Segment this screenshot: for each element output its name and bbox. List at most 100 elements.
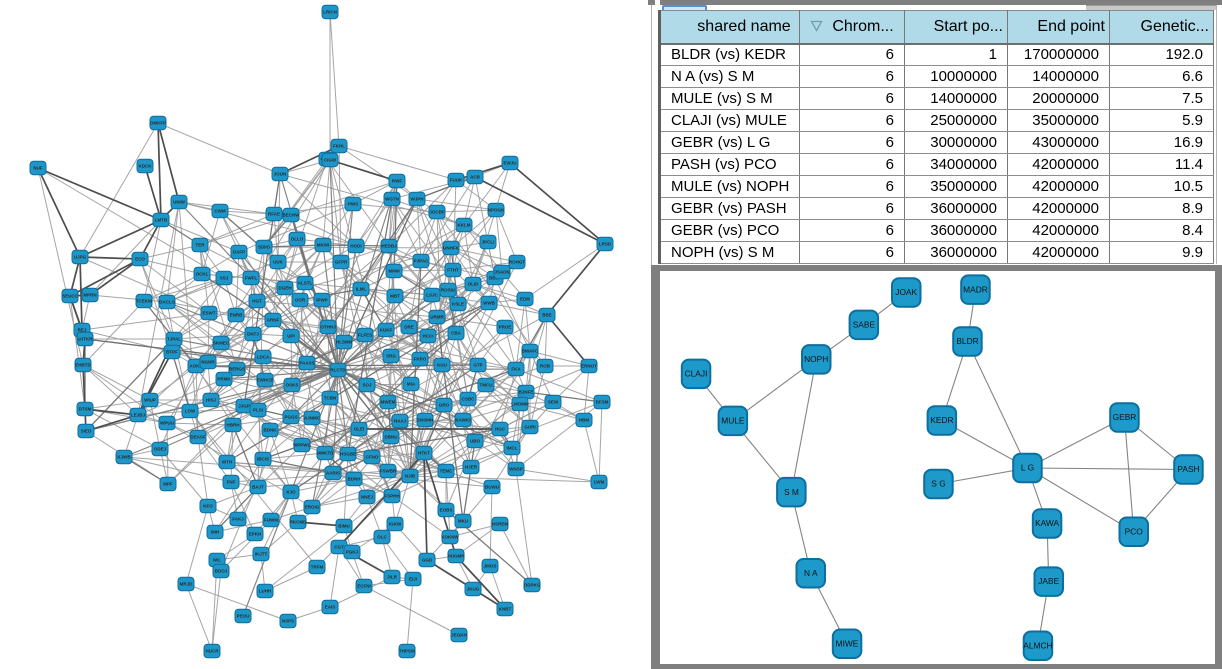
svg-text:OLLO: OLLO <box>291 237 304 242</box>
svg-text:WWB: WWB <box>483 301 495 306</box>
svg-text:OCKL: OCKL <box>196 272 209 277</box>
svg-text:CBA: CBA <box>451 331 461 336</box>
svg-text:FLFES: FLFES <box>358 333 372 338</box>
svg-text:BWAFC: BWAFC <box>522 349 539 354</box>
svg-text:HBRH: HBRH <box>227 423 240 428</box>
svg-text:SABE: SABE <box>853 320 876 330</box>
svg-text:ARNF: ARNF <box>267 318 280 323</box>
svg-text:DACLS: DACLS <box>159 300 175 305</box>
svg-text:FKHL: FKHL <box>333 144 345 149</box>
svg-text:JEGKH: JEGKH <box>451 633 467 638</box>
svg-text:SKMEC: SKMEC <box>213 341 230 346</box>
svg-text:SSJ: SSJ <box>220 276 229 281</box>
svg-text:DGEH: DGEH <box>278 286 291 291</box>
svg-text:GGD: GGD <box>422 558 433 563</box>
svg-text:ILML: ILML <box>356 287 367 292</box>
svg-text:TER: TER <box>196 243 206 248</box>
svg-text:KFO: KFO <box>203 504 213 509</box>
svg-text:CIGW: CIGW <box>324 158 337 163</box>
svg-text:NPOGK: NPOGK <box>488 208 505 213</box>
svg-text:MWEM: MWEM <box>381 400 396 405</box>
svg-text:ECFNI: ECFNI <box>357 584 371 589</box>
svg-text:PROE: PROE <box>499 325 512 330</box>
svg-text:AJNMC: AJNMC <box>304 416 321 421</box>
svg-text:AOKN: AOKN <box>189 364 202 369</box>
svg-text:DFSM: DFSM <box>596 400 609 405</box>
svg-text:LMTB: LMTB <box>155 218 168 223</box>
svg-text:MIA: MIA <box>407 382 416 387</box>
svg-text:JJGP: JJGP <box>238 404 250 409</box>
svg-text:BJNFE: BJNFE <box>519 390 534 395</box>
svg-text:HGT: HGT <box>252 299 262 304</box>
svg-text:LEJBJ: LEJBJ <box>131 413 146 418</box>
svg-text:JSADN: JSADN <box>494 270 509 275</box>
svg-text:UJTKR: UJTKR <box>77 337 93 342</box>
svg-text:ERNOT: ERNOT <box>581 364 597 369</box>
svg-text:PASH: PASH <box>1177 464 1199 474</box>
svg-text:NSREM: NSREM <box>492 522 509 527</box>
svg-text:SEW: SEW <box>548 400 559 405</box>
svg-text:PRMK: PRMK <box>217 377 231 382</box>
svg-text:HGC: HGC <box>495 427 506 432</box>
svg-text:UUK: UUK <box>273 260 283 265</box>
svg-text:HBM: HBM <box>579 418 589 423</box>
svg-text:KKLM: KKLM <box>458 223 471 228</box>
svg-text:EOBS: EOBS <box>440 508 453 513</box>
svg-text:PEOU: PEOU <box>237 614 250 619</box>
svg-text:IGKW: IGKW <box>389 522 402 527</box>
svg-text:JKUG: JKUG <box>467 587 480 592</box>
svg-text:CSBC: CSBC <box>462 397 476 402</box>
svg-text:BERGS: BERGS <box>229 367 245 372</box>
svg-text:TMCU: TMCU <box>480 383 493 388</box>
svg-text:HAAJ: HAAJ <box>394 419 407 424</box>
svg-text:UJPG: UJPG <box>74 255 87 260</box>
svg-text:WTH: WTH <box>222 460 232 465</box>
svg-text:WGTN: WGTN <box>385 197 399 202</box>
svg-text:KUKF: KUKF <box>380 328 393 333</box>
svg-text:PLSI: PLSI <box>253 408 263 413</box>
svg-text:TRFM: TRFM <box>311 565 324 570</box>
svg-text:OOR: OOR <box>295 298 306 303</box>
svg-text:JOAK: JOAK <box>895 287 917 297</box>
svg-text:BDOJ: BDOJ <box>215 569 228 574</box>
svg-text:MPRN: MPRN <box>83 293 96 298</box>
svg-text:JABE: JABE <box>1038 576 1059 586</box>
svg-text:CLAJI: CLAJI <box>685 368 708 378</box>
svg-text:BDNK: BDNK <box>264 428 278 433</box>
svg-text:MMM: MMM <box>388 269 399 274</box>
svg-text:DNTJ: DNTJ <box>247 332 259 337</box>
svg-text:HSGBE: HSGBE <box>340 452 356 457</box>
svg-text:BLDR: BLDR <box>956 336 978 346</box>
svg-text:PCO: PCO <box>1125 526 1144 536</box>
svg-text:JPCLI: JPCLI <box>482 240 495 245</box>
svg-text:CFNO: CFNO <box>366 455 379 460</box>
svg-text:UNIW: UNIW <box>173 200 186 205</box>
svg-text:MBT: MBT <box>390 294 400 299</box>
svg-text:SOJ: SOJ <box>362 383 372 388</box>
svg-text:GEBR: GEBR <box>1113 412 1137 422</box>
svg-text:MKWI: MKWI <box>317 243 330 248</box>
svg-text:IWL: IWL <box>213 558 221 563</box>
svg-text:WJPH: WJPH <box>410 197 423 202</box>
svg-text:SRG: SRG <box>386 354 396 359</box>
svg-text:WPPWG: WPPWG <box>293 443 311 448</box>
svg-text:S M: S M <box>784 487 799 497</box>
svg-text:THPSW: THPSW <box>399 649 416 654</box>
svg-text:NJIB: NJIB <box>405 474 416 479</box>
svg-text:EDM: EDM <box>520 297 530 302</box>
svg-text:LMOMM: LMOMM <box>511 402 529 407</box>
svg-text:BIMU: BIMU <box>338 524 350 529</box>
svg-text:GFPR: GFPR <box>335 260 348 265</box>
svg-text:KUU: KUU <box>437 363 447 368</box>
svg-text:FKA: FKA <box>511 367 521 372</box>
svg-text:ESWT: ESWT <box>203 311 216 316</box>
svg-text:IPWP: IPWP <box>316 298 328 303</box>
svg-text:TCEKW: TCEKW <box>136 299 153 304</box>
svg-text:MIWE: MIWE <box>836 638 859 648</box>
svg-text:LUHH: LUHH <box>259 589 272 594</box>
svg-text:JOUN: JOUN <box>274 172 287 177</box>
svg-text:TEMC: TEMC <box>440 469 453 474</box>
svg-text:KEDR: KEDR <box>930 415 953 425</box>
svg-text:IBCIS: IBCIS <box>257 457 269 462</box>
svg-text:ACB: ACB <box>470 175 480 180</box>
